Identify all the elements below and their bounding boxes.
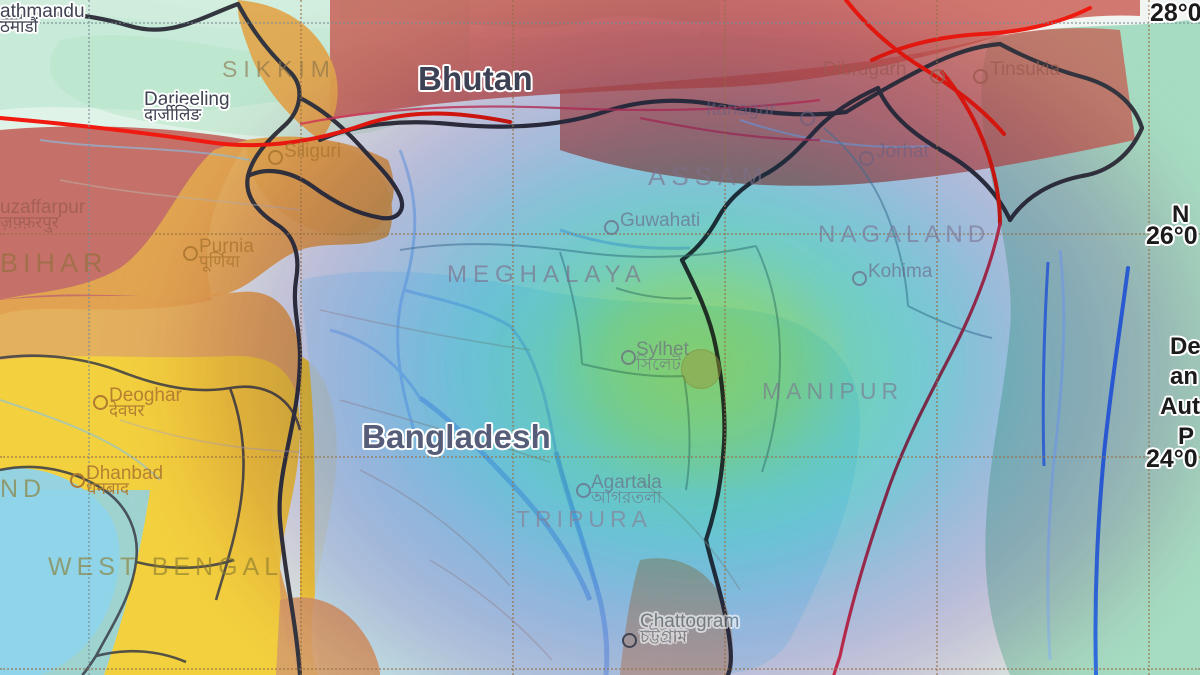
city-marker-siliguri[interactable] <box>268 150 283 165</box>
city-marker-sylhet[interactable] <box>621 350 636 365</box>
city-label-itanagar[interactable]: Itanagar <box>706 100 776 119</box>
edge-truncated-label: De <box>1170 333 1200 360</box>
city-name: Tinsukia <box>990 59 1061 80</box>
city-name: Dhanbad <box>86 463 164 484</box>
city-label-darjeeling[interactable]: Darjeeling दार्जीलिङ <box>144 90 230 124</box>
city-name-native: पूर्णिया <box>199 252 240 272</box>
state-label-assam: ASSAM <box>648 161 770 191</box>
city-marker-deoghar[interactable] <box>93 395 108 410</box>
city-name: Purnia <box>199 236 254 257</box>
city-name: Darjeeling <box>144 89 230 110</box>
city-label-sylhet[interactable]: Sylhet সিলেট <box>636 340 689 374</box>
city-label-agartala[interactable]: Agartala আগরতলা <box>591 473 662 507</box>
graticule-meridian <box>1148 0 1150 675</box>
city-name: Itanagar <box>706 99 776 120</box>
state-label-manipur: MANIPUR <box>762 378 904 404</box>
city-label-guwahati[interactable]: Guwahati <box>620 211 700 230</box>
country-label-bhutan: Bhutan <box>418 60 533 97</box>
city-label-kohima[interactable]: Kohima <box>868 262 932 281</box>
epicenter-marker[interactable] <box>681 349 721 389</box>
city-name: Agartala <box>591 472 662 493</box>
city-label-dibrugarh[interactable]: Dibrugarh <box>823 60 906 79</box>
city-name: Jorhat <box>876 141 929 162</box>
graticule-parallel <box>0 233 1200 235</box>
city-marker-chattogram[interactable] <box>622 633 637 648</box>
city-name: Sylhet <box>636 339 689 360</box>
city-name: Dibrugarh <box>823 59 907 80</box>
state-label-meghalaya: MEGHALAYA <box>447 261 647 288</box>
edge-truncated-label: Auto <box>1160 393 1200 420</box>
state-label-nd: ND <box>0 475 47 503</box>
city-marker-guwahati[interactable] <box>604 220 619 235</box>
graticule-parallel <box>0 22 1200 24</box>
city-name: Guwahati <box>620 210 701 231</box>
city-name: Kohima <box>868 261 933 282</box>
city-marker-dhanbad[interactable] <box>70 473 85 488</box>
city-name-native: চট্টগ্রাম <box>640 627 687 647</box>
city-name-native: देवघर <box>109 401 145 421</box>
coordinate-label: 24°0 <box>1146 445 1198 473</box>
city-label-uzaffarpur[interactable]: uzaffarpur ज़फ़्फ़रपुर <box>0 198 85 232</box>
city-marker-kohima[interactable] <box>852 271 867 286</box>
city-marker-itanagar[interactable] <box>800 111 815 126</box>
graticule-meridian <box>300 0 302 675</box>
graticule-meridian <box>936 0 938 675</box>
state-label-bihar: BIHAR <box>0 248 108 278</box>
city-name: uzaffarpur <box>0 197 86 218</box>
city-name-native: ज़फ़्फ़रपुर <box>0 213 59 233</box>
city-label-dhanbad[interactable]: Dhanbad धनबाद <box>86 464 163 498</box>
city-marker-agartala[interactable] <box>576 483 591 498</box>
edge-truncated-label: P <box>1178 423 1195 450</box>
coordinate-label: 26°0 <box>1146 222 1198 250</box>
country-label-bangladesh: Bangladesh <box>362 418 552 455</box>
city-name: athmandu <box>0 1 85 22</box>
coordinate-label: 28°0 <box>1150 0 1200 27</box>
graticule-meridian <box>512 0 514 675</box>
city-name-native: ठमाडौं <box>0 17 38 37</box>
city-label-tinsukia[interactable]: Tinsukia <box>990 60 1060 79</box>
city-name: Chattogram <box>640 611 740 632</box>
city-marker-jorhat[interactable] <box>859 151 874 166</box>
graticule-parallel <box>0 668 1200 670</box>
city-name-native: সিলেট <box>636 355 681 375</box>
state-label-nagaland: NAGALAND <box>818 221 991 248</box>
city-marker-tinsukia[interactable] <box>973 69 988 84</box>
city-label-siliguri[interactable]: Siliguri <box>284 142 341 161</box>
city-label-chattogram[interactable]: Chattogram চট্টগ্রাম <box>640 612 739 646</box>
state-label-west-bengal: WEST BENGAL <box>48 553 284 581</box>
city-marker-purnia[interactable] <box>183 246 198 261</box>
city-name: Deoghar <box>109 385 182 406</box>
city-label-purnia[interactable]: Purnia पूर्णिया <box>199 237 254 271</box>
city-label-athmandu[interactable]: athmandu ठमाडौं <box>0 2 85 36</box>
city-label-deoghar[interactable]: Deoghar देवघर <box>109 386 182 420</box>
city-name: Siliguri <box>284 141 342 162</box>
city-name-native: धनबाद <box>86 479 130 499</box>
city-name-native: আগরতলা <box>591 488 662 508</box>
state-label-sikkim: SIKKIM <box>222 56 336 82</box>
city-marker-dibrugarh[interactable] <box>930 69 945 84</box>
city-label-jorhat[interactable]: Jorhat <box>876 142 929 161</box>
graticule-meridian <box>724 0 726 675</box>
edge-truncated-label: N <box>1172 201 1190 228</box>
city-name-native: दार्जीलिङ <box>144 105 202 125</box>
graticule-parallel <box>0 456 1200 458</box>
edge-truncated-label: an <box>1170 363 1199 390</box>
state-label-tripura: TRIPURA <box>516 506 652 532</box>
graticule-meridian <box>88 0 90 675</box>
